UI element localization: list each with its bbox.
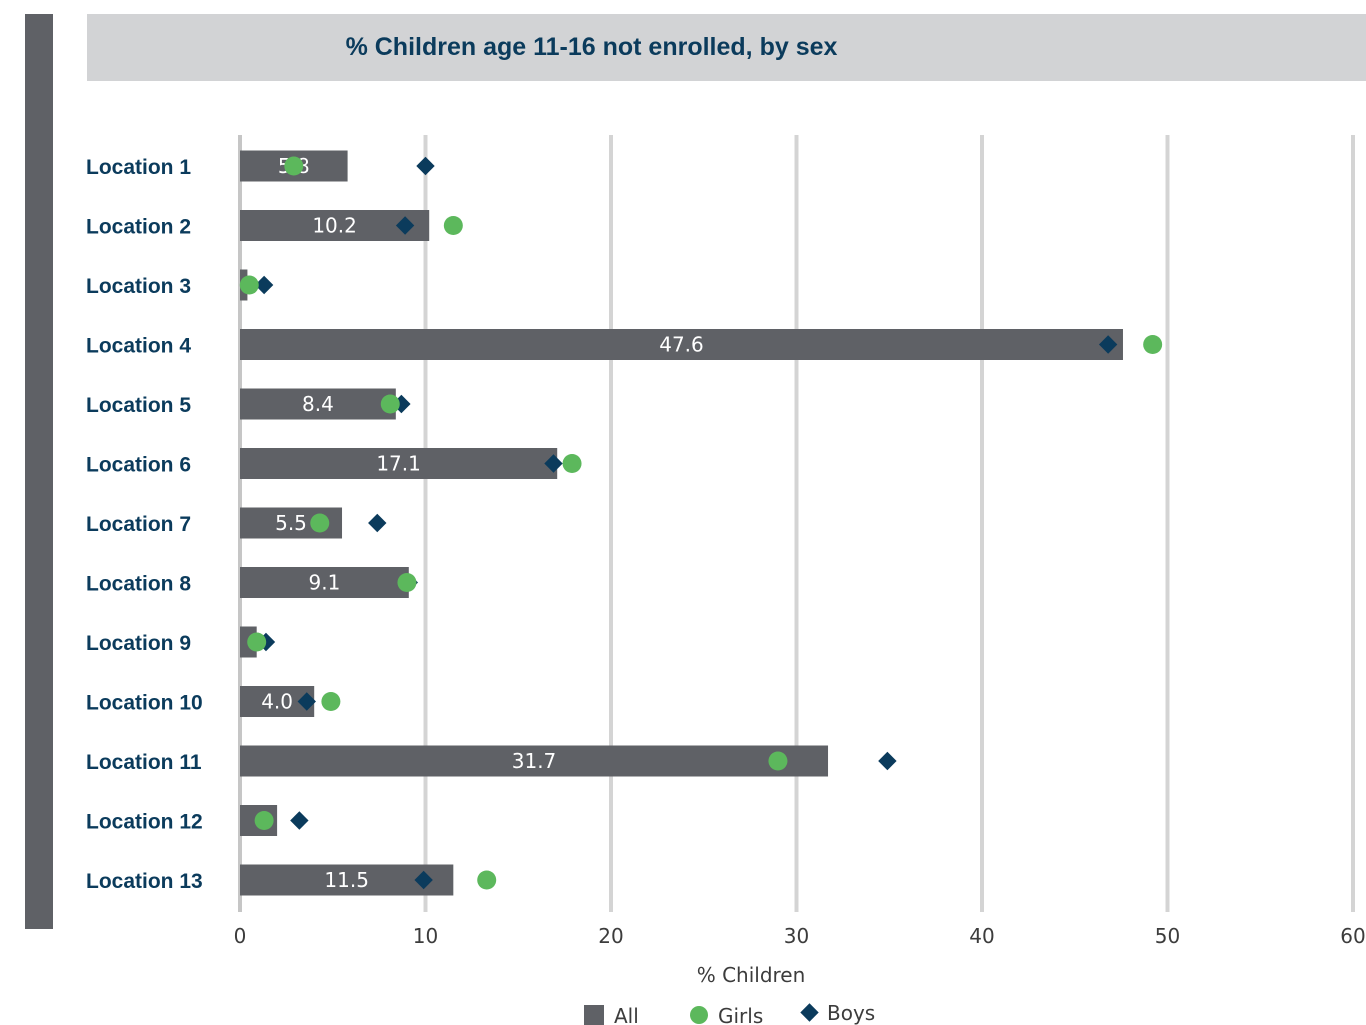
category-label: Location 2: [86, 216, 191, 239]
legend-label-girls: Girls: [718, 1004, 763, 1025]
category-label: Location 1: [86, 156, 191, 179]
boys-marker: [544, 454, 563, 473]
category-label: Location 9: [86, 632, 191, 655]
boys-marker: [290, 811, 309, 830]
boys-marker: [414, 870, 433, 890]
boys-marker: [297, 692, 316, 711]
x-tick-label: 10: [413, 924, 438, 948]
x-tick-labels: 0 10 20 30 40 50 60: [234, 924, 1366, 948]
bar-all: [240, 448, 558, 479]
gridlines: [238, 135, 1355, 912]
category-label: Location 11: [86, 751, 202, 774]
bar-data-label: 4.0: [261, 690, 293, 714]
bar-all: [240, 329, 1123, 360]
girls-marker: [768, 751, 788, 771]
bar-data-label: 5.5: [275, 511, 307, 535]
category-label: Location 4: [86, 335, 191, 358]
girls-marker: [310, 513, 330, 533]
x-tick-label: 50: [1155, 924, 1180, 948]
girls-marker: [1143, 335, 1163, 354]
boys-marker: [878, 751, 897, 771]
bar-data-label: 10.2: [312, 214, 357, 238]
boys-markers: [254, 156, 1118, 890]
chart-title: % Children age 11-16 not enrolled, by se…: [345, 33, 838, 61]
left-accent-band: [25, 14, 53, 929]
category-label: Location 3: [86, 275, 191, 298]
x-tick-label: 0: [234, 924, 247, 948]
bar-data-labels: 5.810.247.68.417.15.59.14.031.711.5: [261, 154, 704, 892]
category-label: Location 13: [86, 870, 203, 893]
bar-all: [240, 745, 829, 777]
category-label: Location 5: [86, 394, 191, 417]
girls-marker: [284, 156, 304, 176]
chart-title-bar: % Children age 11-16 not enrolled, by se…: [87, 14, 1366, 81]
bar-all: [240, 388, 396, 420]
category-label: Location 7: [86, 513, 191, 536]
x-axis-title: % Children: [697, 963, 806, 987]
category-label: Location 12: [86, 811, 203, 834]
bar-data-label: 9.1: [308, 571, 340, 595]
boys-marker: [395, 216, 415, 235]
girls-marker: [254, 811, 274, 830]
bar-all: [240, 567, 409, 598]
x-tick-label: 30: [784, 924, 809, 948]
x-tick-label: 40: [969, 924, 994, 948]
legend: All Girls Boys: [584, 1001, 875, 1025]
bar-data-label: 8.4: [302, 392, 334, 416]
bar-data-label: 17.1: [376, 452, 421, 476]
legend-swatch-girls: [690, 1006, 708, 1024]
legend-label-boys: Boys: [827, 1001, 875, 1025]
girls-marker: [443, 216, 463, 235]
category-label: Location 6: [86, 454, 191, 477]
category-label: Location 8: [86, 573, 191, 596]
boys-marker: [368, 513, 387, 533]
boys-marker: [416, 156, 435, 176]
girls-marker: [380, 394, 400, 414]
legend-label-all: All: [614, 1004, 639, 1025]
girls-marker: [477, 870, 497, 890]
girls-marker: [239, 275, 259, 295]
bar-data-label: 31.7: [512, 749, 557, 773]
x-tick-label: 20: [598, 924, 623, 948]
bar-data-label: 47.6: [659, 333, 704, 357]
x-tick-label: 60: [1340, 924, 1365, 948]
legend-swatch-all: [584, 1005, 604, 1025]
boys-marker: [254, 275, 274, 295]
category-label: Location 10: [86, 692, 203, 715]
bar-data-label: 11.5: [324, 868, 369, 892]
girls-markers: [239, 156, 1163, 890]
girls-marker: [562, 454, 582, 473]
legend-swatch-boys: [800, 1003, 819, 1022]
boys-marker: [1098, 335, 1118, 354]
girls-marker: [397, 573, 417, 592]
girls-marker: [321, 692, 341, 711]
girls-marker: [247, 632, 267, 652]
category-labels: Location 1 Location 2 Location 3 Location 4…: [86, 156, 203, 893]
